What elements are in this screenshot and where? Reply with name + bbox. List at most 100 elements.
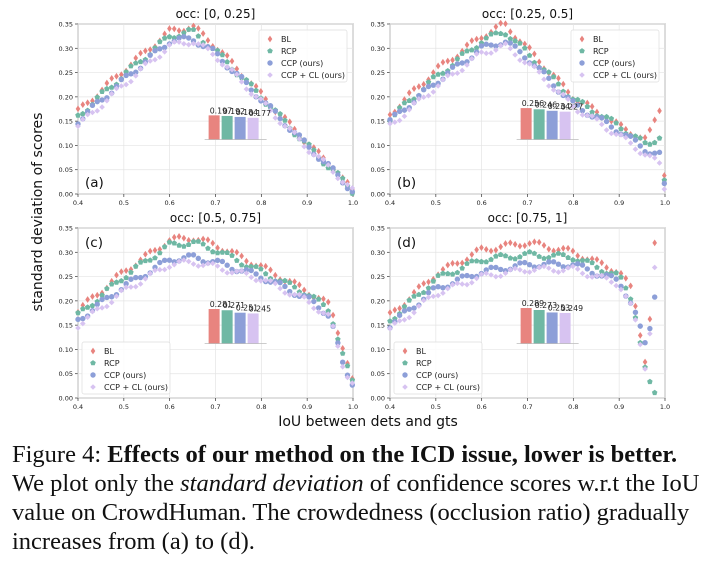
data-point bbox=[133, 60, 139, 66]
legend-marker bbox=[402, 360, 408, 366]
data-point bbox=[205, 45, 211, 52]
data-point bbox=[128, 63, 134, 69]
data-point bbox=[599, 268, 605, 275]
data-point bbox=[209, 51, 216, 58]
data-point bbox=[493, 30, 499, 36]
legend-marker bbox=[267, 35, 273, 43]
data-point bbox=[132, 73, 139, 79]
data-point bbox=[464, 256, 470, 264]
data-point bbox=[594, 116, 600, 122]
summary-bar bbox=[234, 116, 246, 140]
data-point bbox=[565, 254, 571, 260]
data-point bbox=[85, 296, 90, 303]
legend-marker bbox=[267, 72, 273, 78]
x-tick-label: 0.5 bbox=[431, 199, 441, 207]
data-point bbox=[387, 309, 393, 316]
data-point bbox=[166, 42, 173, 48]
data-point bbox=[330, 169, 336, 175]
data-point bbox=[656, 149, 663, 156]
legend-label: RCP bbox=[104, 359, 120, 368]
data-point bbox=[166, 239, 173, 245]
data-point bbox=[268, 266, 273, 274]
data-point bbox=[454, 61, 461, 67]
summary-bar bbox=[546, 312, 558, 344]
data-point bbox=[662, 172, 667, 179]
data-point bbox=[291, 291, 298, 298]
data-point bbox=[420, 94, 427, 101]
legend-marker bbox=[90, 347, 96, 355]
panel-label: (c) bbox=[85, 235, 103, 251]
data-point bbox=[651, 264, 658, 271]
data-point bbox=[661, 180, 668, 187]
data-point bbox=[416, 96, 422, 102]
data-point bbox=[315, 156, 322, 162]
data-point bbox=[632, 146, 639, 153]
data-point bbox=[171, 25, 177, 33]
data-point bbox=[618, 274, 624, 280]
data-point bbox=[282, 117, 288, 123]
data-point bbox=[555, 261, 562, 267]
legend-marker bbox=[579, 72, 585, 78]
data-point bbox=[411, 85, 417, 92]
data-point bbox=[262, 270, 269, 277]
data-point bbox=[90, 97, 95, 105]
data-point bbox=[449, 64, 456, 70]
data-point bbox=[301, 137, 307, 143]
data-point bbox=[311, 293, 317, 299]
data-point bbox=[570, 257, 576, 263]
data-point bbox=[282, 123, 288, 130]
summary-bar bbox=[221, 310, 233, 344]
data-point bbox=[594, 255, 600, 263]
data-point bbox=[238, 268, 245, 274]
data-point bbox=[349, 188, 356, 195]
x-tick-label: 1.0 bbox=[660, 199, 670, 207]
data-point bbox=[430, 293, 437, 300]
data-point bbox=[176, 39, 182, 45]
caption-italic: standard deviation bbox=[180, 470, 364, 497]
data-point bbox=[253, 82, 259, 90]
data-point bbox=[541, 76, 547, 83]
data-point bbox=[75, 123, 81, 130]
data-point bbox=[113, 279, 120, 285]
data-point bbox=[589, 270, 595, 277]
data-point bbox=[99, 305, 105, 311]
data-point bbox=[651, 389, 658, 396]
data-point bbox=[536, 58, 542, 66]
panel-title: occ: [0.75, 1] bbox=[488, 211, 568, 225]
data-point bbox=[253, 277, 259, 284]
data-point bbox=[392, 320, 398, 327]
data-point bbox=[647, 141, 653, 147]
data-point bbox=[479, 34, 484, 42]
data-point bbox=[335, 336, 341, 342]
data-point bbox=[104, 97, 110, 104]
data-point bbox=[185, 258, 192, 265]
data-point bbox=[440, 285, 446, 291]
data-point bbox=[171, 39, 178, 45]
data-point bbox=[123, 69, 129, 75]
data-point bbox=[306, 294, 312, 300]
data-point bbox=[623, 285, 629, 291]
data-point bbox=[584, 273, 591, 280]
data-point bbox=[387, 325, 393, 332]
data-point bbox=[522, 250, 528, 256]
data-point bbox=[330, 311, 336, 319]
data-point bbox=[637, 143, 643, 149]
data-point bbox=[488, 50, 494, 56]
x-tick-label: 0.5 bbox=[119, 199, 129, 207]
data-point bbox=[229, 247, 235, 255]
data-point bbox=[613, 282, 619, 289]
data-point bbox=[296, 289, 303, 295]
data-point bbox=[253, 87, 259, 93]
data-point bbox=[224, 59, 230, 65]
data-point bbox=[123, 281, 129, 287]
data-point bbox=[152, 255, 158, 261]
y-tick-label: 0.10 bbox=[59, 142, 73, 150]
data-point bbox=[287, 279, 293, 285]
data-point bbox=[637, 150, 644, 157]
x-tick-label: 1.0 bbox=[348, 199, 358, 207]
data-point bbox=[445, 57, 451, 65]
data-point bbox=[440, 76, 446, 83]
data-point bbox=[109, 74, 114, 82]
data-point bbox=[512, 38, 518, 44]
data-point bbox=[320, 156, 327, 163]
